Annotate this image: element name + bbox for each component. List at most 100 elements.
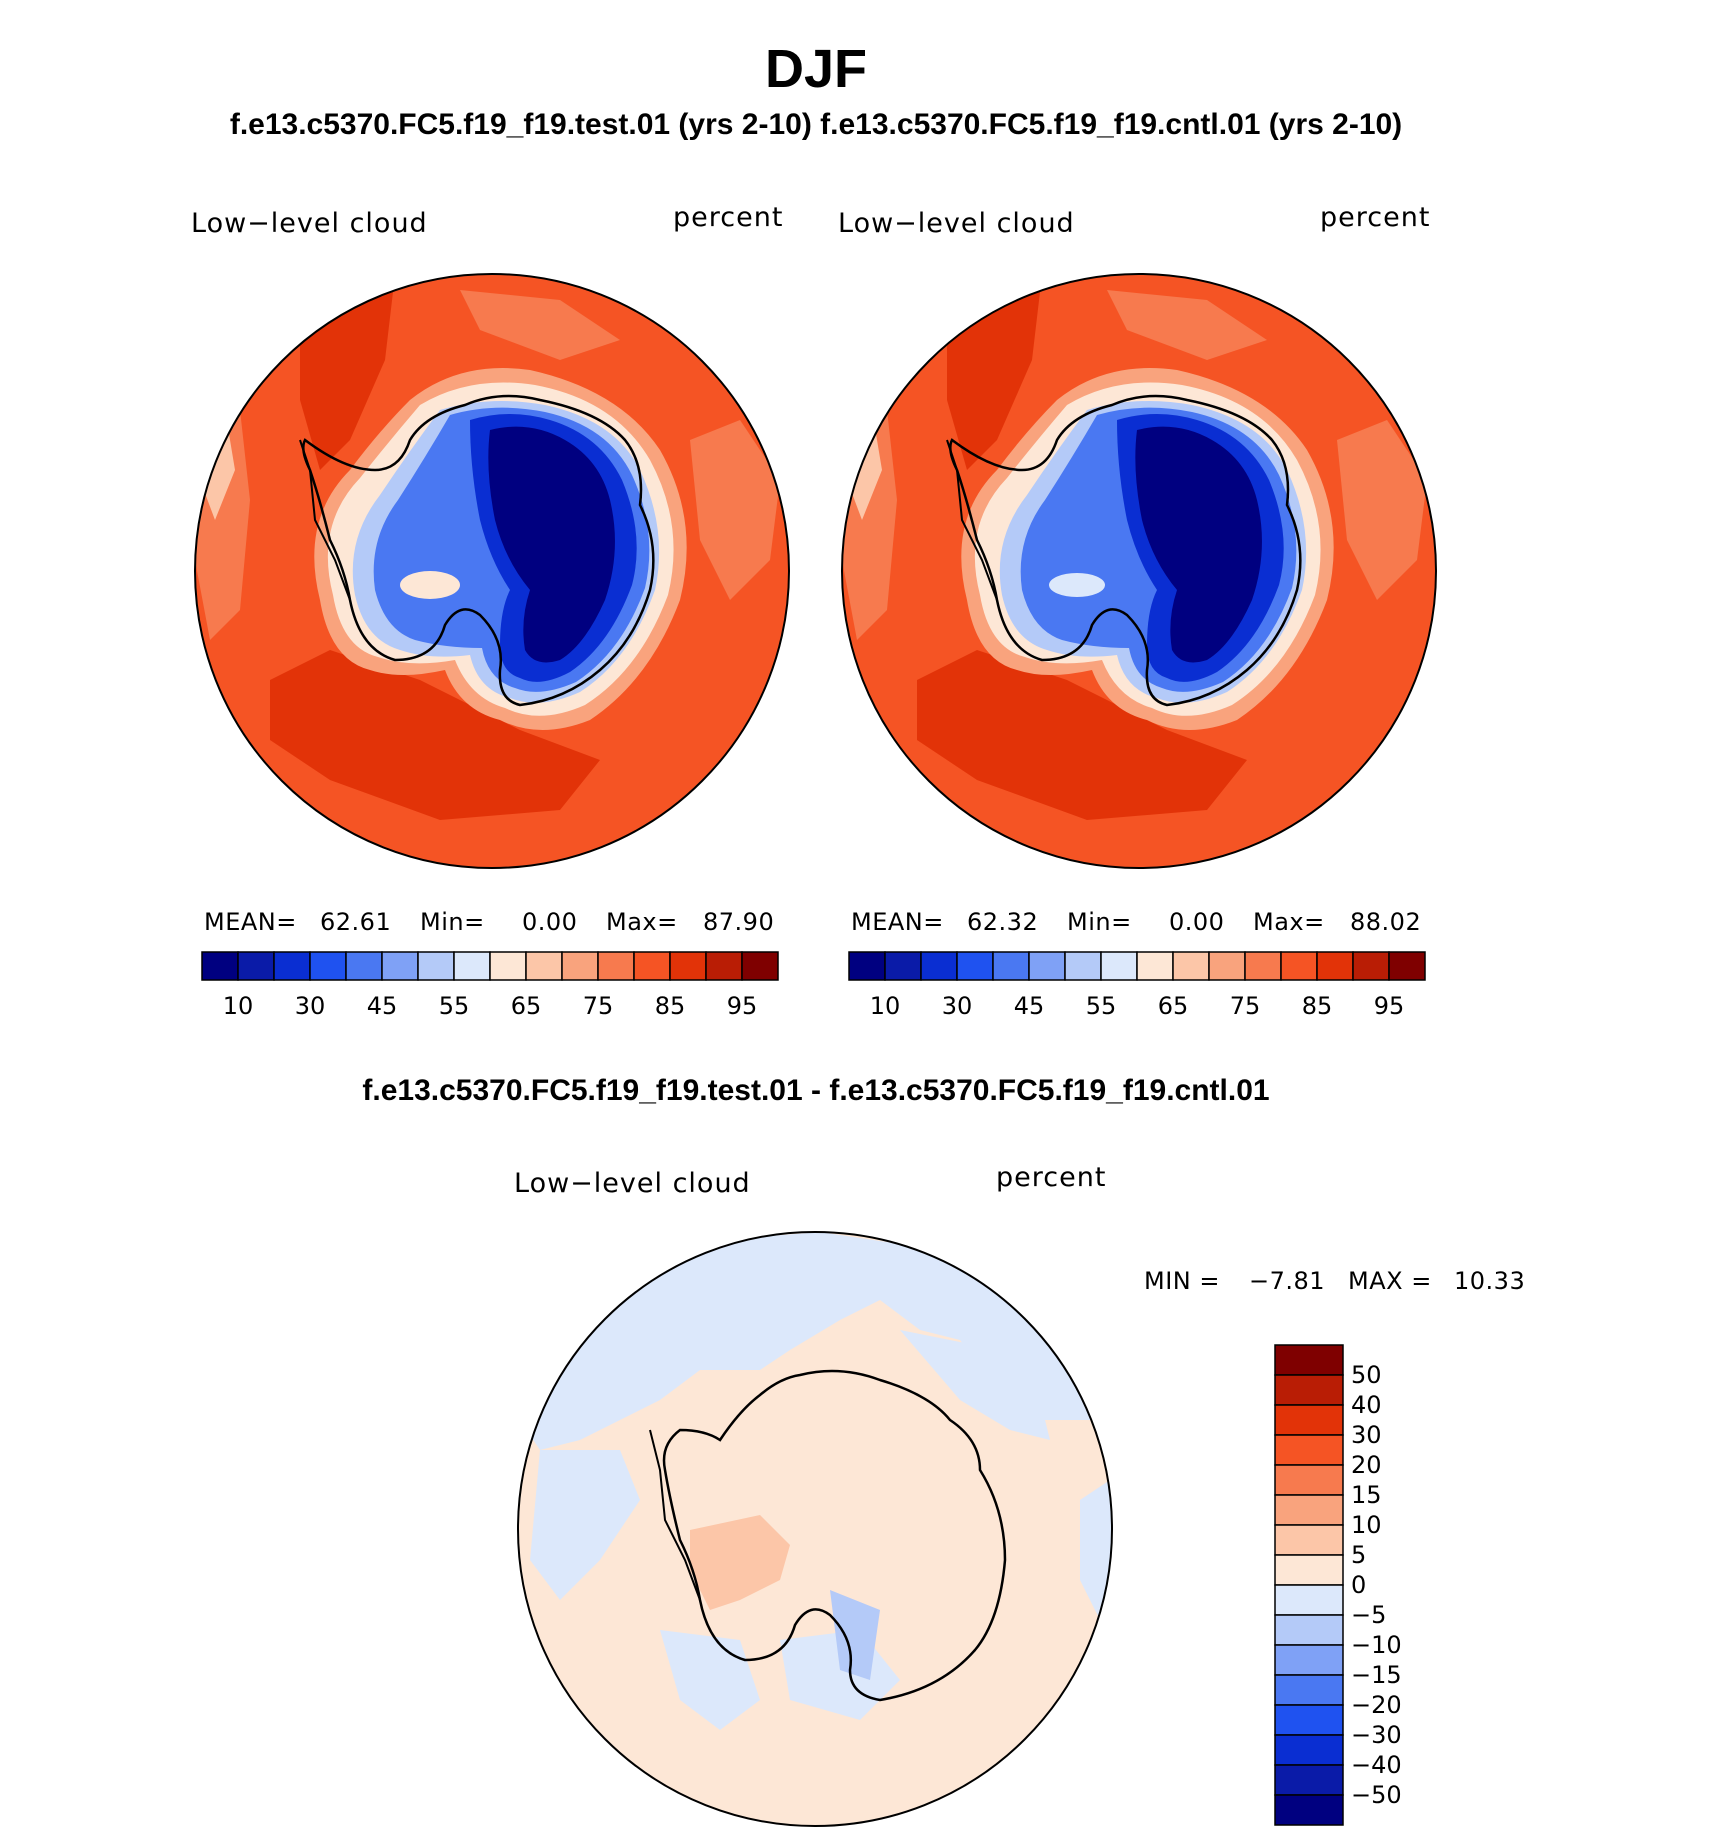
panel1-colorbar-swatch <box>201 951 239 981</box>
diff-colorbar-swatch <box>1274 1644 1344 1676</box>
panel2-mean: 62.32 <box>967 908 1039 936</box>
panel1-variable: Low−level cloud <box>191 208 428 239</box>
panel2-colorbar-swatch <box>1316 951 1354 981</box>
diff-colorbar-tick-label: 50 <box>1351 1361 1382 1389</box>
panel2-colorbar-tick-label: 10 <box>869 992 901 1020</box>
diff-colorbar-tick-label: 0 <box>1351 1571 1367 1599</box>
panel2-colorbar-swatch <box>1100 951 1138 981</box>
panel1-colorbar-swatch <box>525 951 563 981</box>
panel1-colorbar-tick-label: 85 <box>654 992 686 1020</box>
figure-title: DJF <box>764 39 867 99</box>
panel2-units: percent <box>1320 202 1431 233</box>
panel1-colorbar-swatch <box>381 951 419 981</box>
diff-colorbar-swatch <box>1274 1674 1344 1706</box>
panel1-colorbar-tick-label: 75 <box>582 992 614 1020</box>
diff-colorbar-tick-label: 15 <box>1351 1481 1382 1509</box>
panel1-colorbar-swatch <box>633 951 671 981</box>
panel2-max-label: Max= <box>1253 908 1325 936</box>
panel1-colorbar-swatch <box>741 951 779 981</box>
panel1-colorbar-swatch <box>705 951 743 981</box>
diff-colorbar-tick-label: −10 <box>1351 1631 1402 1659</box>
panel1-map <box>195 274 789 868</box>
diff-colorbar-swatch <box>1274 1404 1344 1436</box>
diff-colorbar-tick-label: 20 <box>1351 1451 1382 1479</box>
panel1-colorbar-swatch <box>669 951 707 981</box>
panel2-colorbar-swatch <box>1136 951 1174 981</box>
panel2-mean-label: MEAN= <box>851 908 944 936</box>
diff-colorbar-tick-label: −20 <box>1351 1691 1402 1719</box>
diff-colorbar-swatch <box>1274 1434 1344 1466</box>
panel1-max-label: Max= <box>606 908 678 936</box>
panel2-min-label: Min= <box>1067 908 1132 936</box>
panel1-max: 87.90 <box>703 908 775 936</box>
panel1-colorbar <box>201 951 779 981</box>
diff-colorbar-tick-label: −50 <box>1351 1781 1402 1809</box>
diff-colorbar-swatch <box>1274 1794 1344 1826</box>
diff-colorbar-swatch <box>1274 1464 1344 1496</box>
diff-max: 10.33 <box>1454 1267 1526 1295</box>
panel2-colorbar-tick-label: 75 <box>1229 992 1261 1020</box>
panel2-colorbar-swatch <box>956 951 994 981</box>
panel1-colorbar-swatch <box>561 951 599 981</box>
panel2-colorbar-tick-label: 45 <box>1013 992 1045 1020</box>
diff-max-label: MAX = <box>1348 1267 1432 1295</box>
diff-map-border <box>517 1231 1113 1827</box>
diff-colorbar-tick-label: 40 <box>1351 1391 1382 1419</box>
panel1-mean-label: MEAN= <box>204 908 297 936</box>
panel2-colorbar-tick-label: 65 <box>1157 992 1189 1020</box>
panel2-colorbar <box>848 951 1426 981</box>
pair-title: f.e13.c5370.FC5.f19_f19.test.01 (yrs 2-1… <box>229 108 1403 141</box>
panel2-colorbar-tick-label: 85 <box>1301 992 1333 1020</box>
panel2-colorbar-tick-label: 30 <box>941 992 973 1020</box>
diff-colorbar-swatch <box>1274 1704 1344 1736</box>
diff-colorbar-tick-label: −40 <box>1351 1751 1402 1779</box>
panel2-colorbar-swatch <box>1280 951 1318 981</box>
panel1-colorbar-swatch <box>345 951 383 981</box>
panel1-map-border <box>194 273 790 869</box>
panel2-colorbar-swatch <box>1244 951 1282 981</box>
panel2-map-border <box>841 273 1437 869</box>
diff-colorbar-swatch <box>1274 1584 1344 1616</box>
panel2-colorbar-swatch <box>1388 951 1426 981</box>
panel1-colorbar-tick-label: 10 <box>222 992 254 1020</box>
difference-title: f.e13.c5370.FC5.f19_f19.test.01 - f.e13.… <box>362 1074 1270 1107</box>
diff-colorbar-tick-label: 5 <box>1351 1541 1367 1569</box>
diff-colorbar-swatch <box>1274 1554 1344 1586</box>
panel2-max: 88.02 <box>1350 908 1422 936</box>
panel1-min: 0.00 <box>522 908 578 936</box>
panel1-colorbar-swatch <box>309 951 347 981</box>
diff-colorbar-swatch <box>1274 1524 1344 1556</box>
diff-variable: Low−level cloud <box>514 1168 751 1199</box>
panel1-colorbar-tick-label: 95 <box>726 992 758 1020</box>
panel1-colorbar-swatch <box>597 951 635 981</box>
diff-colorbar-swatch <box>1274 1344 1344 1376</box>
diff-min: −7.81 <box>1249 1267 1326 1295</box>
panel1-colorbar-tick-label: 45 <box>366 992 398 1020</box>
panel2-colorbar-swatch <box>920 951 958 981</box>
panel1-colorbar-swatch <box>417 951 455 981</box>
diff-min-label: MIN = <box>1144 1267 1220 1295</box>
panel1-colorbar-tick-label: 30 <box>294 992 326 1020</box>
panel2-variable: Low−level cloud <box>838 208 1075 239</box>
diff-colorbar-swatch <box>1274 1374 1344 1406</box>
diff-colorbar-tick-label: 30 <box>1351 1421 1382 1449</box>
panel2-colorbar-tick-label: 55 <box>1085 992 1117 1020</box>
panel1-colorbar-tick-label: 65 <box>510 992 542 1020</box>
panel2-colorbar-swatch <box>884 951 922 981</box>
panel1-colorbar-swatch <box>489 951 527 981</box>
diff-colorbar-tick-label: −15 <box>1351 1661 1402 1689</box>
diff-colorbar-tick-label: −5 <box>1351 1601 1387 1629</box>
panel1-units: percent <box>673 202 784 233</box>
diff-colorbar-swatch <box>1274 1734 1344 1766</box>
panel1-colorbar-swatch <box>237 951 275 981</box>
diff-map <box>518 1232 1112 1826</box>
panel2-colorbar-swatch <box>992 951 1030 981</box>
panel2-colorbar-tick-label: 95 <box>1373 992 1405 1020</box>
diff-colorbar-swatch <box>1274 1494 1344 1526</box>
panel2-colorbar-swatch <box>1028 951 1066 981</box>
diff-colorbar-swatch <box>1274 1764 1344 1796</box>
panel2-colorbar-swatch <box>848 951 886 981</box>
diff-colorbar-tick-label: −30 <box>1351 1721 1402 1749</box>
panel1-colorbar-tick-label: 55 <box>438 992 470 1020</box>
